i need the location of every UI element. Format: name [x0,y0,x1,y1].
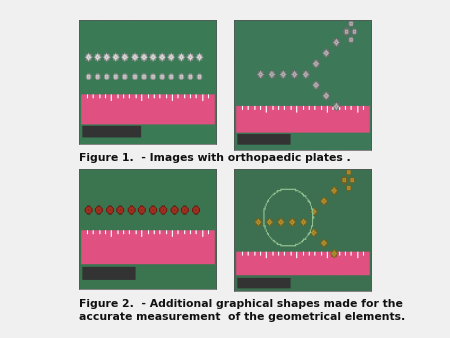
Text: Figure 1.  - Images with orthopaedic plates .: Figure 1. - Images with orthopaedic plat… [79,153,351,163]
Text: Figure 2.  - Additional graphical shapes made for the
accurate measurement  of t: Figure 2. - Additional graphical shapes … [79,299,405,322]
